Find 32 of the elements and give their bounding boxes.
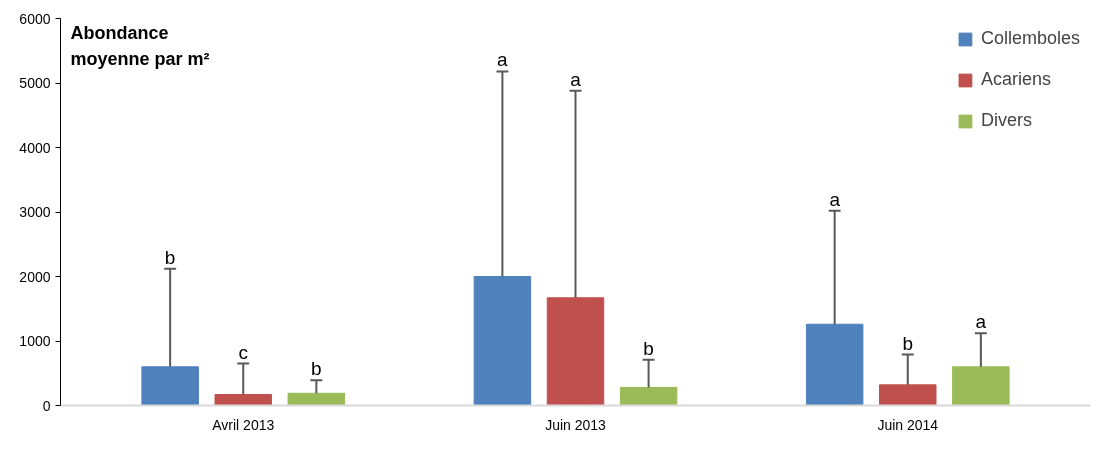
bar [473,276,532,406]
y-axis-title: Abondance moyenne par m² [70,22,210,69]
legend-label: Acariens [980,69,1051,90]
y-tick-label: 3000 [19,204,51,220]
x-tick-label: Avril 2013 [212,416,275,433]
bar [879,384,937,406]
y-tick-label: 6000 [19,10,51,27]
bar [214,394,272,406]
annotation: b [643,337,654,359]
bar [287,392,346,406]
annotation: b [164,246,176,268]
bar [805,323,864,406]
legend-label: Collemboles [980,28,1080,49]
annotation: a [570,68,582,90]
y-tick-label: 1000 [19,333,51,349]
annotation: b [311,358,322,380]
bar [619,386,678,406]
bar [952,366,1010,406]
annotation: a [497,49,509,71]
y-tick-label: 4000 [19,139,51,156]
annotation: b [902,332,914,354]
annotation: a [829,188,841,210]
x-tick-label: Juin 2013 [545,416,607,433]
y-tick-label: 0 [42,397,51,414]
annotation: c [238,341,248,363]
annotation: a [975,311,987,333]
y-tick-label: 5000 [19,75,51,91]
legend-label: Divers [980,110,1032,131]
x-tick-label: Juin 2014 [877,416,939,433]
bar [141,366,199,406]
bar [546,297,605,406]
y-tick-label: 2000 [19,268,51,285]
